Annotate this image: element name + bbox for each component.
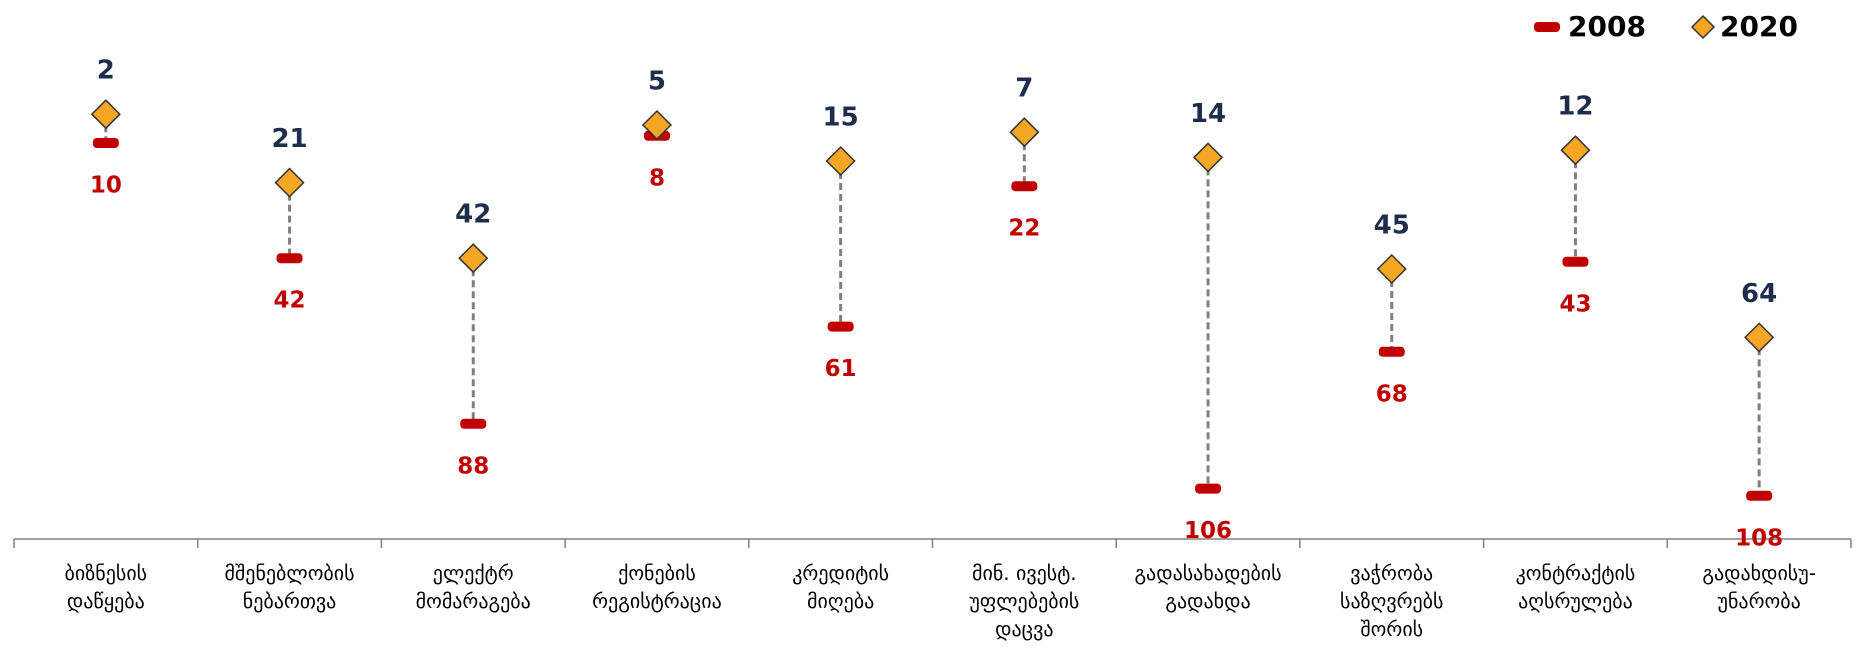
value-label-2008: 10 (90, 173, 122, 199)
value-label-2020: 42 (455, 200, 491, 230)
value-label-2020: 5 (648, 67, 666, 97)
marker-2008 (1746, 490, 1773, 501)
category-label: ვაჭრობა საზღვრებს შორის (1340, 561, 1444, 641)
category-label: ელექტრ მომარაგება (415, 561, 531, 613)
marker-2020 (90, 99, 121, 130)
marker-2020 (274, 167, 305, 198)
value-label-2020: 15 (823, 103, 859, 133)
marker-2020 (641, 109, 673, 141)
value-label-2020: 7 (1015, 74, 1033, 104)
value-label-2008: 108 (1735, 525, 1783, 551)
value-label-2008: 61 (825, 356, 857, 382)
marker-2020 (1376, 253, 1407, 285)
marker-2008 (460, 418, 487, 429)
marker-2008 (276, 253, 303, 264)
value-label-2008: 42 (274, 288, 306, 314)
value-label-2008: 88 (457, 453, 489, 479)
marker-2008 (1195, 483, 1222, 494)
value-label-2020: 21 (271, 124, 307, 154)
value-label-2020: 45 (1374, 211, 1410, 241)
value-label-2008: 22 (1008, 216, 1040, 242)
category-label: ბიზნესის დაწყება (64, 561, 148, 613)
value-label-2020: 64 (1741, 279, 1777, 309)
legend-label: 2020 (1720, 10, 1798, 43)
marker-2008 (92, 138, 119, 148)
category-label: მშენებლობის ნებართვა (224, 561, 355, 613)
value-label-2008: 106 (1184, 518, 1232, 544)
value-label-2008: 43 (1559, 291, 1591, 317)
category-label: ქონების რეგისტრაცია (592, 561, 722, 613)
marker-2020 (825, 145, 856, 177)
category-label: გადასახადების გადახდა (1134, 561, 1282, 613)
category-label: კონტრაქტის აღსრულება (1515, 561, 1636, 613)
category-label: გადახდისუ- უნარობა (1702, 561, 1816, 613)
legend-marker-2008 (1534, 22, 1560, 32)
value-label-2020: 2 (97, 56, 115, 86)
value-label-2020: 14 (1190, 99, 1226, 129)
marker-2008 (1378, 346, 1405, 357)
category-label: მინ. ივესტ. უფლებების დაცვა (969, 561, 1080, 641)
category-label: კრედიტის მიღება (792, 561, 890, 613)
value-label-2020: 12 (1557, 92, 1593, 122)
marker-2020 (1192, 142, 1224, 173)
marker-2020 (458, 243, 489, 274)
value-label-2008: 68 (1376, 381, 1408, 407)
marker-2020 (1744, 322, 1775, 353)
marker-2008 (827, 321, 854, 332)
marker-2008 (1011, 181, 1038, 192)
marker-2020 (1009, 117, 1040, 148)
marker-2020 (1560, 135, 1591, 166)
legend-label: 2008 (1568, 10, 1646, 43)
legend-marker-2020 (1690, 14, 1716, 40)
value-label-2008: 8 (649, 165, 665, 191)
marker-2008 (1562, 256, 1589, 267)
